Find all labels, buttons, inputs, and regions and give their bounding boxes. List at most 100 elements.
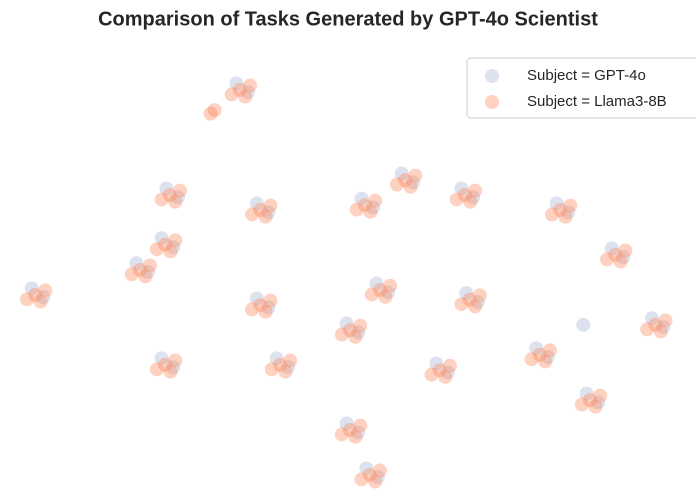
point [124, 267, 139, 282]
point [406, 175, 421, 190]
chart-title: Comparison of Tasks Generated by GPT-4o … [98, 8, 598, 30]
point [348, 429, 363, 444]
point [258, 209, 273, 224]
point [232, 82, 247, 97]
point [366, 200, 381, 215]
point [249, 291, 264, 306]
point [351, 325, 366, 340]
point [368, 474, 383, 489]
point [158, 357, 173, 372]
point [442, 358, 457, 373]
point [389, 177, 404, 192]
point [354, 472, 369, 487]
point [138, 269, 153, 284]
point [334, 427, 349, 442]
point [343, 423, 357, 438]
point [349, 202, 364, 217]
point [245, 302, 260, 317]
point [468, 299, 483, 314]
point [656, 320, 671, 335]
point [593, 388, 608, 403]
point [353, 418, 368, 433]
point [403, 179, 418, 194]
point [334, 327, 349, 342]
point [368, 193, 383, 208]
point [618, 243, 633, 258]
point [229, 76, 244, 91]
legend-marker [485, 69, 499, 83]
point [36, 290, 51, 305]
point [159, 181, 174, 196]
point [364, 287, 379, 302]
point [472, 288, 487, 303]
point [33, 294, 48, 309]
point [579, 386, 594, 401]
legend [466, 57, 696, 119]
point [648, 317, 663, 332]
point [162, 188, 177, 203]
point [129, 256, 144, 271]
point [454, 297, 469, 312]
point [372, 283, 387, 298]
point [261, 205, 276, 220]
point [154, 192, 169, 207]
point [359, 461, 374, 476]
point [278, 364, 293, 379]
point [154, 231, 169, 246]
point [459, 286, 474, 301]
point [224, 87, 239, 102]
point [141, 265, 156, 280]
point [243, 78, 258, 93]
point [583, 393, 598, 408]
point [424, 367, 439, 382]
point [591, 395, 606, 410]
point [272, 357, 287, 372]
point [253, 203, 268, 218]
point [644, 311, 659, 326]
point [524, 352, 539, 367]
point [398, 173, 413, 188]
point [549, 196, 564, 211]
point [166, 240, 181, 254]
point [640, 322, 655, 337]
point [449, 192, 464, 207]
point [132, 262, 147, 277]
point [154, 351, 169, 366]
point [357, 198, 372, 213]
point [544, 207, 559, 222]
point [362, 467, 377, 482]
point [168, 194, 183, 209]
point [203, 106, 218, 121]
point [440, 365, 455, 380]
point [20, 292, 34, 307]
point [463, 194, 478, 209]
point [207, 103, 222, 118]
point [149, 242, 164, 257]
legend-marker [485, 95, 499, 109]
point [149, 362, 164, 377]
point [283, 353, 298, 368]
point [163, 364, 178, 379]
point [538, 354, 553, 369]
point [351, 425, 366, 440]
point [168, 233, 183, 248]
point [339, 316, 354, 331]
point [263, 293, 278, 308]
point [529, 341, 544, 356]
point [143, 258, 158, 273]
point [576, 317, 591, 332]
point [466, 190, 481, 205]
point [457, 188, 472, 203]
point [454, 181, 469, 196]
point [264, 362, 279, 377]
point [158, 237, 173, 252]
point [608, 247, 623, 262]
point [394, 166, 409, 181]
point [383, 278, 398, 293]
point [468, 183, 483, 198]
point [253, 298, 268, 313]
point [438, 369, 453, 384]
point [653, 324, 668, 339]
point [408, 168, 423, 183]
